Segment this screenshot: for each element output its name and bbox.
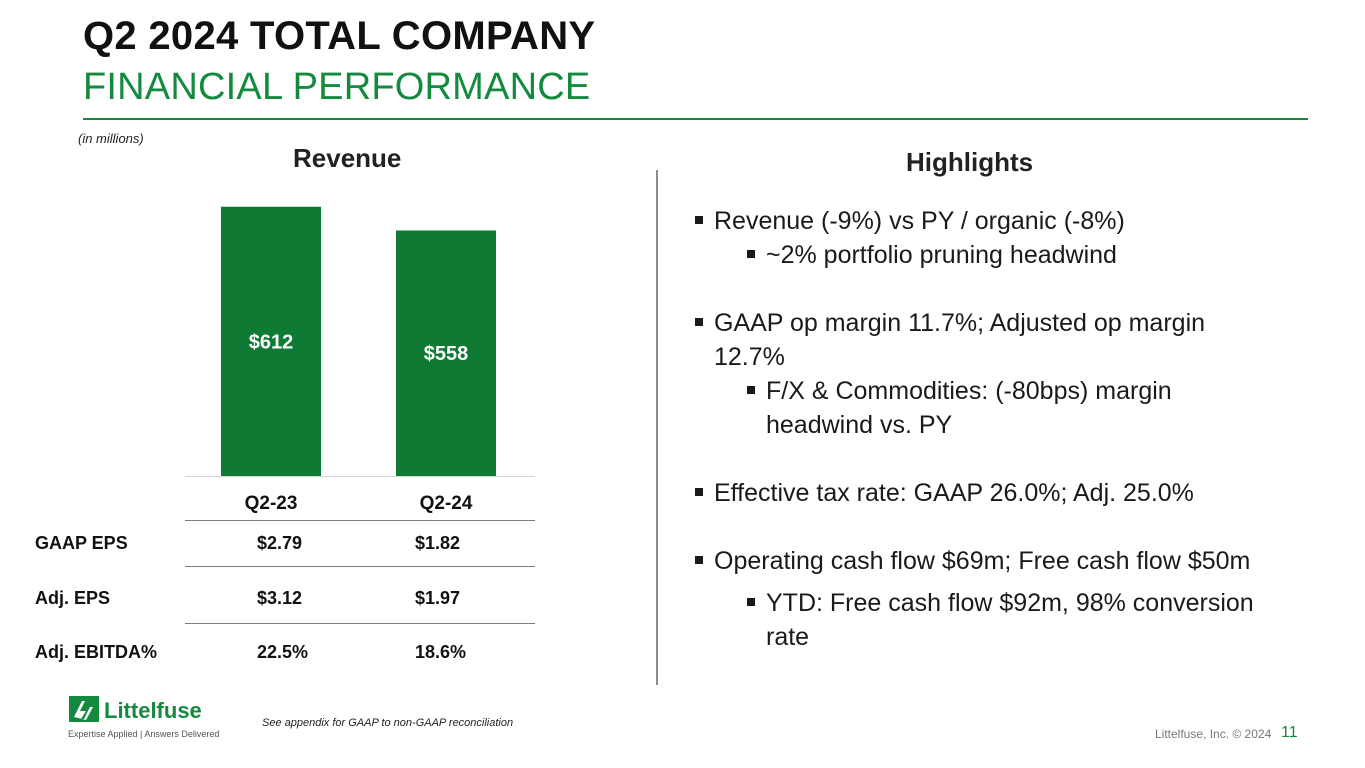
bullet-op-margin-cont: 12.7% — [714, 343, 785, 371]
bullet-tax-rate: Effective tax rate: GAAP 26.0%; Adj. 25.… — [693, 476, 1343, 510]
sub-bullet-fx-commodities: F/X & Commodities: (-80bps) margin — [745, 374, 1343, 408]
revenue-bar-chart: $612 $558 — [221, 206, 496, 476]
revenue-bar-q2-24 — [396, 230, 496, 476]
category-label-q2-24: Q2-24 — [419, 493, 473, 514]
category-label-q2-23: Q2-23 — [244, 493, 298, 514]
revenue-bar-q2-23 — [221, 206, 321, 476]
revenue-heading: Revenue — [293, 143, 402, 173]
bullet-revenue: Revenue (-9%) vs PY / organic (-8%) — [693, 204, 1343, 238]
vertical-divider — [656, 170, 658, 685]
sub-bullet-ytd-fcf-cont: rate — [766, 623, 810, 651]
table-cell-adj-ebitda-q2-23: 22.5% — [257, 642, 309, 662]
page-number: 11 — [1281, 724, 1298, 741]
table-cell-adj-eps-q2-24: $1.97 — [415, 588, 461, 608]
highlights-heading: Highlights — [906, 147, 1034, 177]
page-title: Q2 2024 TOTAL COMPANY — [83, 14, 596, 58]
bullet-op-margin: GAAP op margin 11.7%; Adjusted op margin — [693, 306, 1343, 340]
table-cell-gaap-eps-q2-23: $2.79 — [257, 533, 303, 553]
logo-wordmark: Littelfuse — [104, 698, 202, 723]
highlights-list: Revenue (-9%) vs PY / organic (-8%) ~2% … — [693, 204, 1343, 654]
sub-bullet-portfolio-pruning: ~2% portfolio pruning headwind — [745, 238, 1343, 272]
bar-value-label: $558 — [424, 343, 469, 365]
littelfuse-logo: Littelfuse — [69, 696, 202, 723]
table-row-label-gaap-eps: GAAP EPS — [35, 533, 128, 553]
units-note: (in millions) — [78, 131, 144, 146]
table-row-label-adj-ebitda: Adj. EBITDA% — [35, 642, 158, 662]
table-rule — [185, 566, 535, 567]
page-subtitle: FINANCIAL PERFORMANCE — [83, 66, 591, 108]
logo-tagline: Expertise Applied | Answers Delivered — [68, 729, 220, 739]
bullet-cash-flow: Operating cash flow $69m; Free cash flow… — [693, 544, 1343, 578]
table-row-label-adj-eps: Adj. EPS — [35, 588, 111, 608]
sub-bullet-fx-commodities-cont: headwind vs. PY — [766, 411, 953, 439]
chart-baseline — [185, 476, 535, 477]
table-rule — [185, 623, 535, 624]
table-cell-gaap-eps-q2-24: $1.82 — [415, 533, 461, 553]
copyright: Littelfuse, Inc. © 2024 — [1155, 727, 1272, 741]
title-divider — [83, 118, 1308, 120]
bar-value-label: $612 — [249, 331, 294, 353]
table-rule — [185, 520, 535, 521]
sub-bullet-ytd-fcf: YTD: Free cash flow $92m, 98% conversion — [745, 586, 1343, 620]
reconciliation-footnote: See appendix for GAAP to non-GAAP reconc… — [262, 717, 514, 729]
table-cell-adj-ebitda-q2-24: 18.6% — [415, 642, 467, 662]
table-cell-adj-eps-q2-23: $3.12 — [257, 588, 303, 608]
